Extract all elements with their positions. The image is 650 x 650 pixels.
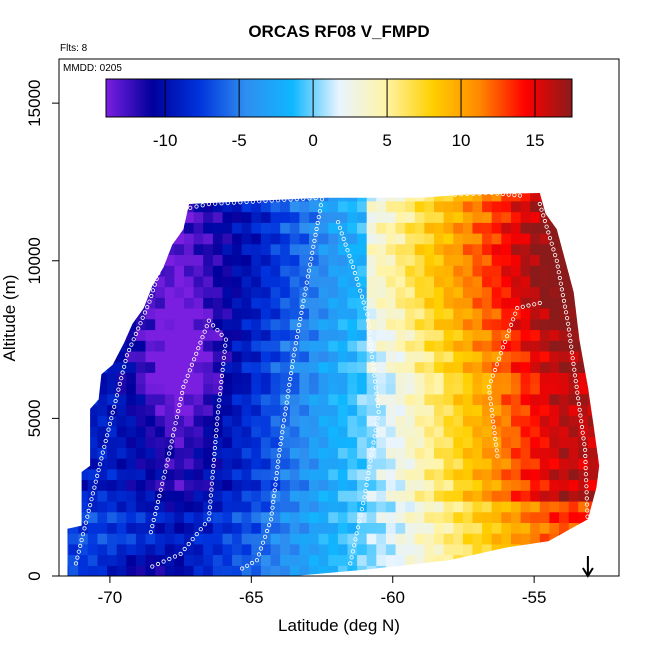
colorbar-tick-label: 5 bbox=[382, 131, 391, 150]
y-tick-label: 0 bbox=[25, 571, 44, 580]
x-axis: -70 -65 -60 -55 bbox=[98, 576, 547, 607]
colorbar-tick-label: -5 bbox=[232, 131, 247, 150]
y-tick-label: 10000 bbox=[25, 237, 44, 284]
y-tick-label: 15000 bbox=[25, 79, 44, 126]
chart-title: ORCAS RF08 V_FMPD bbox=[248, 22, 429, 41]
colorbar: -10 -5 0 5 10 15 bbox=[105, 78, 573, 150]
y-tick-label: 5000 bbox=[25, 399, 44, 437]
flight-track bbox=[73, 190, 590, 571]
y-axis: 0 5000 10000 15000 bbox=[25, 79, 59, 581]
x-tick-label: -70 bbox=[98, 588, 123, 607]
plot-frame bbox=[58, 58, 620, 577]
mmdd-annotation: MMDD: 0205 bbox=[63, 63, 122, 74]
colorbar-tick-label: 0 bbox=[308, 131, 317, 150]
colorbar-tick-label: 10 bbox=[452, 131, 471, 150]
flights-annotation: Flts: 8 bbox=[60, 43, 88, 54]
x-tick-label: -60 bbox=[380, 588, 405, 607]
x-tick-label: -55 bbox=[522, 588, 547, 607]
colorbar-tick-label: 15 bbox=[526, 131, 545, 150]
x-axis-label: Latitude (deg N) bbox=[278, 616, 400, 635]
down-arrow-icon bbox=[582, 556, 594, 578]
y-axis-label: Altitude (m) bbox=[0, 275, 19, 362]
heatmap-field bbox=[67, 193, 600, 576]
x-tick-label: -65 bbox=[239, 588, 264, 607]
colorbar-tick-label: -10 bbox=[153, 131, 178, 150]
